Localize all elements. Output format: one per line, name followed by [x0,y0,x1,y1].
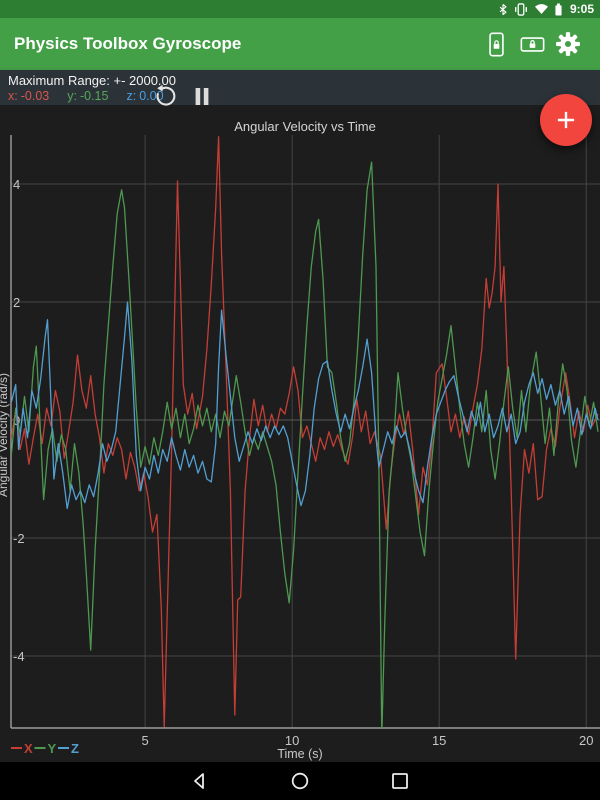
recents-icon [392,773,408,789]
back-button[interactable] [150,762,250,800]
svg-text:4: 4 [13,177,20,192]
bluetooth-icon [499,3,507,15]
screen-portrait-lock-button[interactable] [478,26,514,62]
series-Z [11,301,599,510]
series-Y [11,161,599,728]
svg-text:-2: -2 [13,531,25,546]
wifi-icon [534,4,549,14]
android-nav-bar [0,762,600,800]
svg-text:10: 10 [285,733,299,748]
svg-text:20: 20 [579,733,593,748]
gridlines [11,135,600,728]
chart-region: Angular Velocity vs Time 4 2 0 -2 -4 5 10 15 20 T… [0,105,600,762]
svg-text:Z: Z [71,741,79,756]
recents-button[interactable] [350,762,450,800]
app-bar: Physics Toolbox Gyroscope [0,18,600,70]
plus-icon [557,111,575,129]
x-axis-label: Time (s) [277,747,322,761]
reset-icon [156,84,176,106]
battery-icon [555,2,562,16]
y-readout: y: -0.15 [67,89,109,103]
home-button[interactable] [250,762,350,800]
y-axis-label: Angular Velocity (rad/s) [0,373,10,497]
gear-icon [556,32,580,56]
svg-text:15: 15 [432,733,446,748]
status-clock: 9:05 [569,2,594,16]
reset-button[interactable] [151,82,179,110]
series-X [11,136,599,728]
pause-button[interactable] [188,82,216,110]
svg-text:-4: -4 [13,649,25,664]
back-icon [194,773,204,789]
svg-text:2: 2 [13,295,20,310]
x-readout: x: -0.03 [8,89,50,103]
axes [10,135,600,729]
max-range-label: Maximum Range: +- 2000.00 [8,73,177,88]
screen-landscape-lock-button[interactable] [514,26,550,62]
status-bar: 9:05 [0,0,600,18]
settings-button[interactable] [550,26,586,62]
screen-portrait-lock-icon [488,32,504,56]
home-icon [291,772,309,790]
svg-text:5: 5 [141,733,148,748]
add-fab-button[interactable] [540,94,592,146]
vibrate-icon [514,2,527,16]
axis-readouts: x: -0.03 y: -0.15 z: 0.00 [8,89,167,103]
chart-title: Angular Velocity vs Time [234,119,376,134]
sensor-toolbar: Maximum Range: +- 2000.00 x: -0.03 y: -0.1… [0,70,600,105]
app-title: Physics Toolbox Gyroscope [14,34,242,53]
pause-icon [195,87,209,105]
svg-text:Y: Y [48,741,57,756]
screen-landscape-lock-icon [520,36,544,52]
svg-text:X: X [24,741,33,756]
